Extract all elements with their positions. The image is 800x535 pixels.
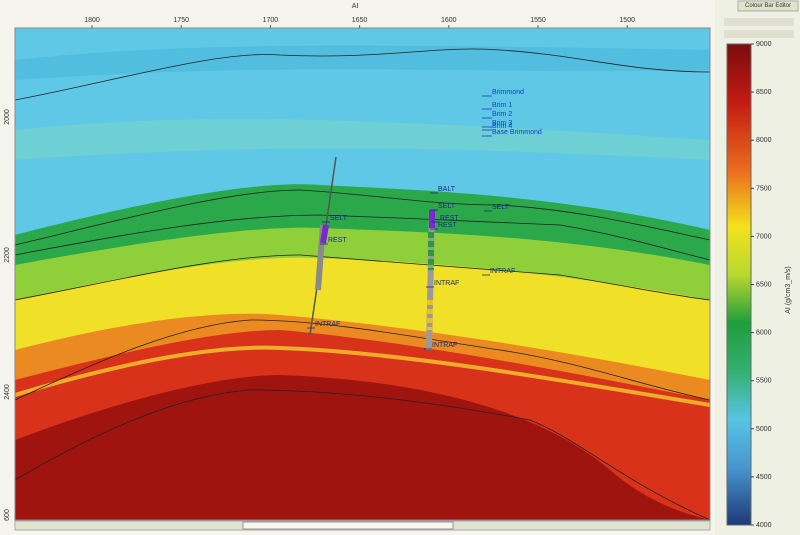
x-tick-label: 1500 — [619, 17, 635, 24]
y-tick-label: 2400 — [4, 384, 11, 400]
well-marker-label: SELT — [330, 215, 348, 222]
horizon-label: Brimmond — [492, 89, 524, 96]
colour-bar-tick-label: 4500 — [756, 474, 772, 481]
well-marker-label: BALT — [438, 186, 456, 193]
y-tick-label: 2200 — [4, 247, 11, 263]
x-tick-label: 1700 — [263, 17, 279, 24]
x-tick-label: 1600 — [441, 17, 457, 24]
x-tick-label: 1550 — [530, 17, 546, 24]
well-marker-label: SELT — [492, 204, 510, 211]
colour-bar-tick-label: 8500 — [756, 89, 772, 96]
horizon-label: Brim 1 — [492, 102, 512, 109]
scroll-thumb[interactable] — [242, 521, 454, 530]
well-marker-label: INTRAF — [490, 268, 515, 275]
section-frame — [14, 27, 711, 521]
well-marker-label: REST — [438, 222, 457, 229]
colour-bar-tick-label: 4000 — [756, 522, 772, 529]
horizon-label: Brim 4 — [492, 123, 512, 130]
panel-title: Colour Bar Editor — [745, 3, 791, 9]
well-marker-label: REST — [328, 237, 347, 244]
horizon-label: Brim 3 — [492, 120, 512, 127]
well-marker-label: INTRAF — [315, 321, 340, 328]
toolbar[interactable] — [724, 30, 794, 38]
colour-bar-tick-label: 9000 — [756, 41, 772, 48]
y-tick-label: 600 — [4, 509, 11, 521]
horizon-label: Brim 2 — [492, 111, 512, 118]
x-tick-label: 1650 — [352, 17, 368, 24]
well-marker-label: SELT — [438, 203, 456, 210]
y-tick-label: 2000 — [4, 109, 11, 125]
x-tick-label: 1750 — [173, 17, 189, 24]
colour-bar-tick-label: 5000 — [756, 426, 772, 433]
colour-bar-label: AI (g/cm3_m/s) — [785, 266, 792, 313]
colour-bar-tick-label: 6500 — [756, 282, 772, 289]
window-title: AI — [352, 3, 359, 10]
colour-bar-tick-label: 5500 — [756, 378, 772, 385]
toolbar[interactable] — [724, 18, 794, 26]
colour-bar-tick-label: 6000 — [756, 330, 772, 337]
panel-tab[interactable] — [737, 0, 799, 12]
colour-bar — [726, 43, 752, 526]
colour-bar-tick-label: 8000 — [756, 137, 772, 144]
seismic-section — [15, 28, 710, 520]
well-marker-label: INTRAF — [432, 342, 457, 349]
well-marker-label: INTRAF — [434, 280, 459, 287]
colour-bar-tick-label: 7000 — [756, 233, 772, 240]
well-marker-label: REST — [440, 215, 459, 222]
x-tick-label: 1800 — [84, 17, 100, 24]
colour-bar-tick-label: 7500 — [756, 185, 772, 192]
horizon-label: Base Brimmond — [492, 129, 542, 136]
